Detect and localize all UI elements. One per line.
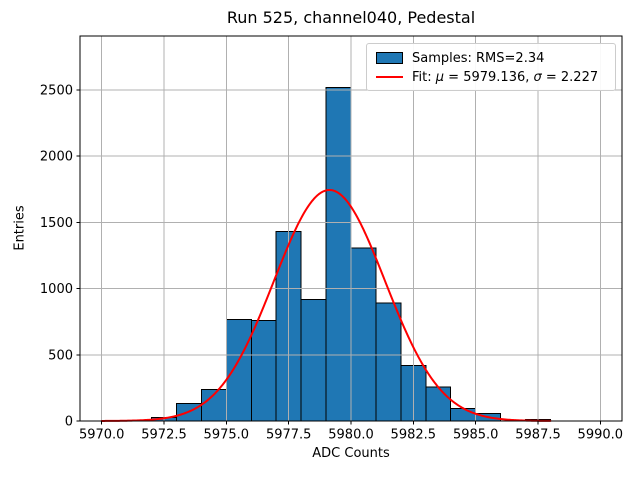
y-tick-label: 0 (65, 415, 73, 430)
fit-curve (100, 188, 552, 422)
mu-symbol: μ (435, 69, 445, 85)
x-tick-label: 5970.0 (79, 428, 125, 443)
legend-row-samples: Samples: RMS=2.34 (376, 49, 607, 67)
histogram-bar (350, 247, 377, 422)
chart-title: Run 525, channel040, Pedestal (226, 8, 476, 27)
y-tick-label: 1000 (40, 282, 73, 297)
x-tick-label: 5977.5 (266, 428, 312, 443)
histogram-bar (325, 87, 352, 422)
legend: Samples: RMS=2.34 Fit: μ = 5979.136, σ =… (366, 43, 616, 91)
histogram-bar (225, 319, 252, 422)
fit-line-swatch (376, 76, 403, 78)
sigma-value: = 2.227 (541, 69, 599, 85)
x-tick-label: 5980.0 (328, 428, 374, 443)
y-ticks: 0 500 1000 1500 2000 2500 (40, 84, 80, 430)
histogram-bar (425, 386, 452, 422)
histogram-bar (300, 299, 327, 422)
x-tick-label: 5982.5 (391, 428, 437, 443)
legend-fit-label: Fit: μ = 5979.136, σ = 2.227 (412, 70, 598, 85)
y-tick-label: 2500 (40, 84, 73, 99)
gridlines (80, 36, 622, 422)
x-tick-label: 5987.5 (515, 428, 561, 443)
mu-value: = 5979.136, (444, 69, 534, 85)
histogram-bar (250, 319, 277, 422)
legend-row-fit: Fit: μ = 5979.136, σ = 2.227 (376, 68, 607, 86)
sigma-symbol: σ (533, 69, 542, 85)
fit-label-prefix: Fit: (412, 69, 436, 85)
y-tick-label: 500 (48, 348, 73, 363)
histogram-bar (375, 302, 402, 422)
x-tick-label: 5972.5 (141, 428, 187, 443)
y-axis-label: Entries (12, 205, 28, 251)
histogram-bars (151, 87, 551, 422)
y-tick-label: 1500 (40, 216, 73, 231)
x-tick-label: 5975.0 (204, 428, 250, 443)
x-axis-label: ADC Counts (312, 446, 390, 461)
x-tick-label: 5985.0 (453, 428, 499, 443)
legend-samples-label: Samples: RMS=2.34 (412, 50, 545, 66)
y-tick-label: 2000 (40, 150, 73, 165)
x-ticks: 5970.0 5972.5 5975.0 5977.5 5980.0 5982.5 5985… (79, 421, 623, 443)
histogram-swatch (376, 52, 403, 64)
x-tick-label: 5990.0 (578, 428, 624, 443)
histogram-bar (450, 407, 477, 422)
